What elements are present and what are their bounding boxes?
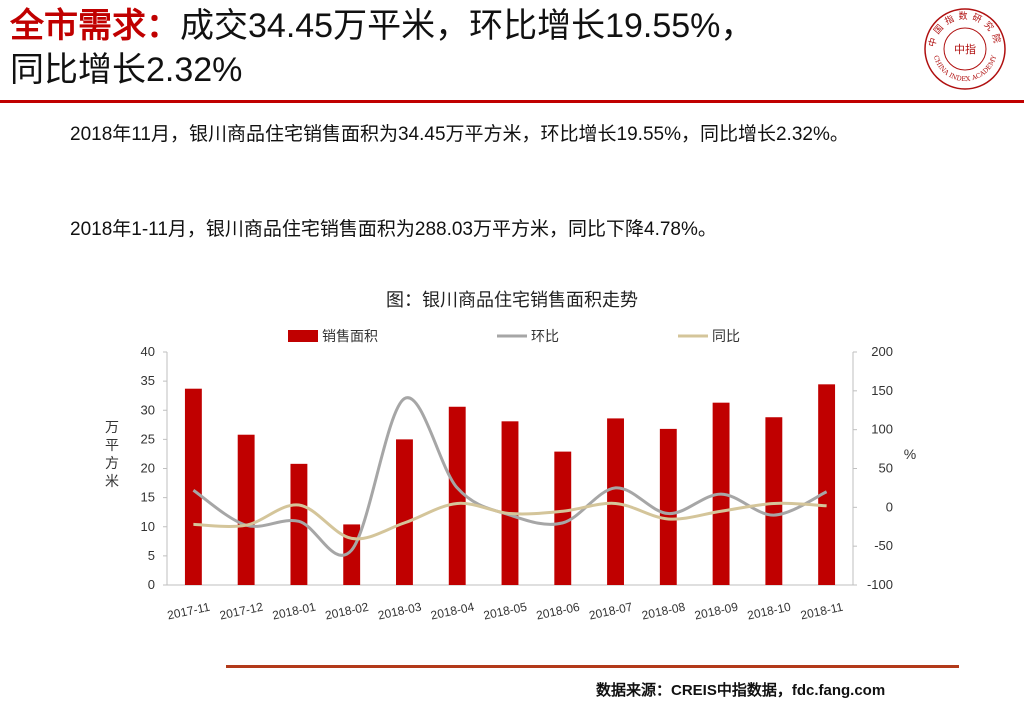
y-tick-label: 15: [141, 490, 155, 505]
bar-2018-10: [765, 417, 783, 585]
y-tick-label: 10: [141, 519, 155, 534]
y-tick-label: 5: [148, 548, 155, 563]
x-tick-label: 2017-11: [166, 600, 211, 623]
chart: 0 5 10 15 20 25 30 35 40 -100 -50 0 50 100 150 200 万平方米%…: [105, 329, 916, 623]
bar-2018-11: [818, 384, 836, 585]
x-tick-label: 2018-07: [588, 600, 634, 623]
x-tick-label: 2018-09: [693, 600, 739, 623]
y2-tick-label: 150: [871, 383, 893, 398]
x-tick-label: 2018-10: [746, 600, 792, 623]
y-tick-label: 30: [141, 402, 155, 417]
bar-2018-06: [554, 451, 572, 585]
footer-divider: [226, 665, 959, 668]
legend-label: 同比: [712, 329, 740, 345]
y-tick-label: 35: [141, 373, 155, 388]
bar-2017-12: [237, 434, 255, 585]
legend-label: 销售面积: [322, 329, 378, 345]
y-axis-label: 万平方米: [105, 420, 119, 490]
x-tick-label: 2018-04: [429, 600, 475, 623]
summary-paragraph-1: 2018年11月，银川商品住宅销售面积为34.45万平方米，环比增长19.55%…: [70, 124, 849, 145]
legend-swatch-bar: [288, 330, 318, 342]
bar-2017-11: [184, 388, 202, 585]
title-divider: [0, 100, 1024, 103]
legend-label: 环比: [531, 329, 559, 345]
y2-axis-label: %: [904, 446, 916, 462]
bar-2018-08: [659, 428, 677, 585]
x-tick-label: 2018-05: [482, 600, 528, 623]
y-tick-label: 20: [141, 461, 155, 476]
y2-tick-label: 0: [886, 499, 893, 514]
y2-tick-label: -100: [867, 577, 893, 592]
bar-2018-05: [501, 421, 519, 585]
summary-paragraph-2: 2018年1-11月，银川商品住宅销售面积为288.03万平方米，同比下降4.7…: [70, 219, 717, 240]
china-index-academy-seal-icon: 中国指数研究院 CHINA INDEX ACADEMY 中指: [922, 6, 1008, 92]
y-tick-label: 40: [141, 344, 155, 359]
chart-title: 图：银川商品住宅销售面积走势: [386, 290, 638, 310]
title-line2: 同比增长2.32%: [10, 51, 243, 89]
bar-2018-04: [448, 406, 466, 585]
x-tick-label: 2018-08: [640, 600, 686, 623]
title-rest: 成交34.45万平米，环比增长19.55%，: [180, 7, 755, 45]
y-tick-label: 0: [148, 577, 155, 592]
logo-center: 中指: [954, 42, 976, 56]
y2-tick-label: 50: [879, 461, 893, 476]
x-tick-label: 2018-11: [799, 600, 844, 623]
bar-2018-07: [607, 418, 624, 585]
page-title: 全市需求：成交34.45万平米，环比增长19.55%， 同比增长2.32%: [10, 4, 910, 92]
bar-2018-01: [290, 463, 308, 585]
bar-2018-03: [396, 439, 413, 585]
y2-tick-label: -50: [874, 538, 893, 553]
y2-tick-label: 200: [871, 344, 893, 359]
x-tick-label: 2018-06: [535, 600, 581, 623]
title-key: 全市需求：: [10, 7, 180, 45]
y2-tick-label: 100: [871, 422, 893, 437]
line-series-yoy: [193, 501, 827, 541]
x-tick-label: 2017-12: [218, 600, 264, 623]
x-tick-label: 2018-03: [377, 600, 423, 623]
data-source: 数据来源：CREIS中指数据，fdc.fang.com: [596, 682, 886, 699]
x-tick-label: 2018-02: [324, 600, 370, 623]
x-tick-label: 2018-01: [271, 600, 317, 623]
y-tick-label: 25: [141, 431, 155, 446]
